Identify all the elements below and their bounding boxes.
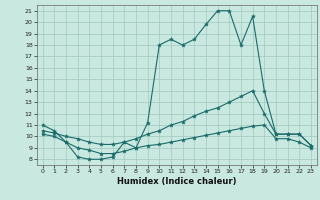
X-axis label: Humidex (Indice chaleur): Humidex (Indice chaleur)	[117, 177, 236, 186]
